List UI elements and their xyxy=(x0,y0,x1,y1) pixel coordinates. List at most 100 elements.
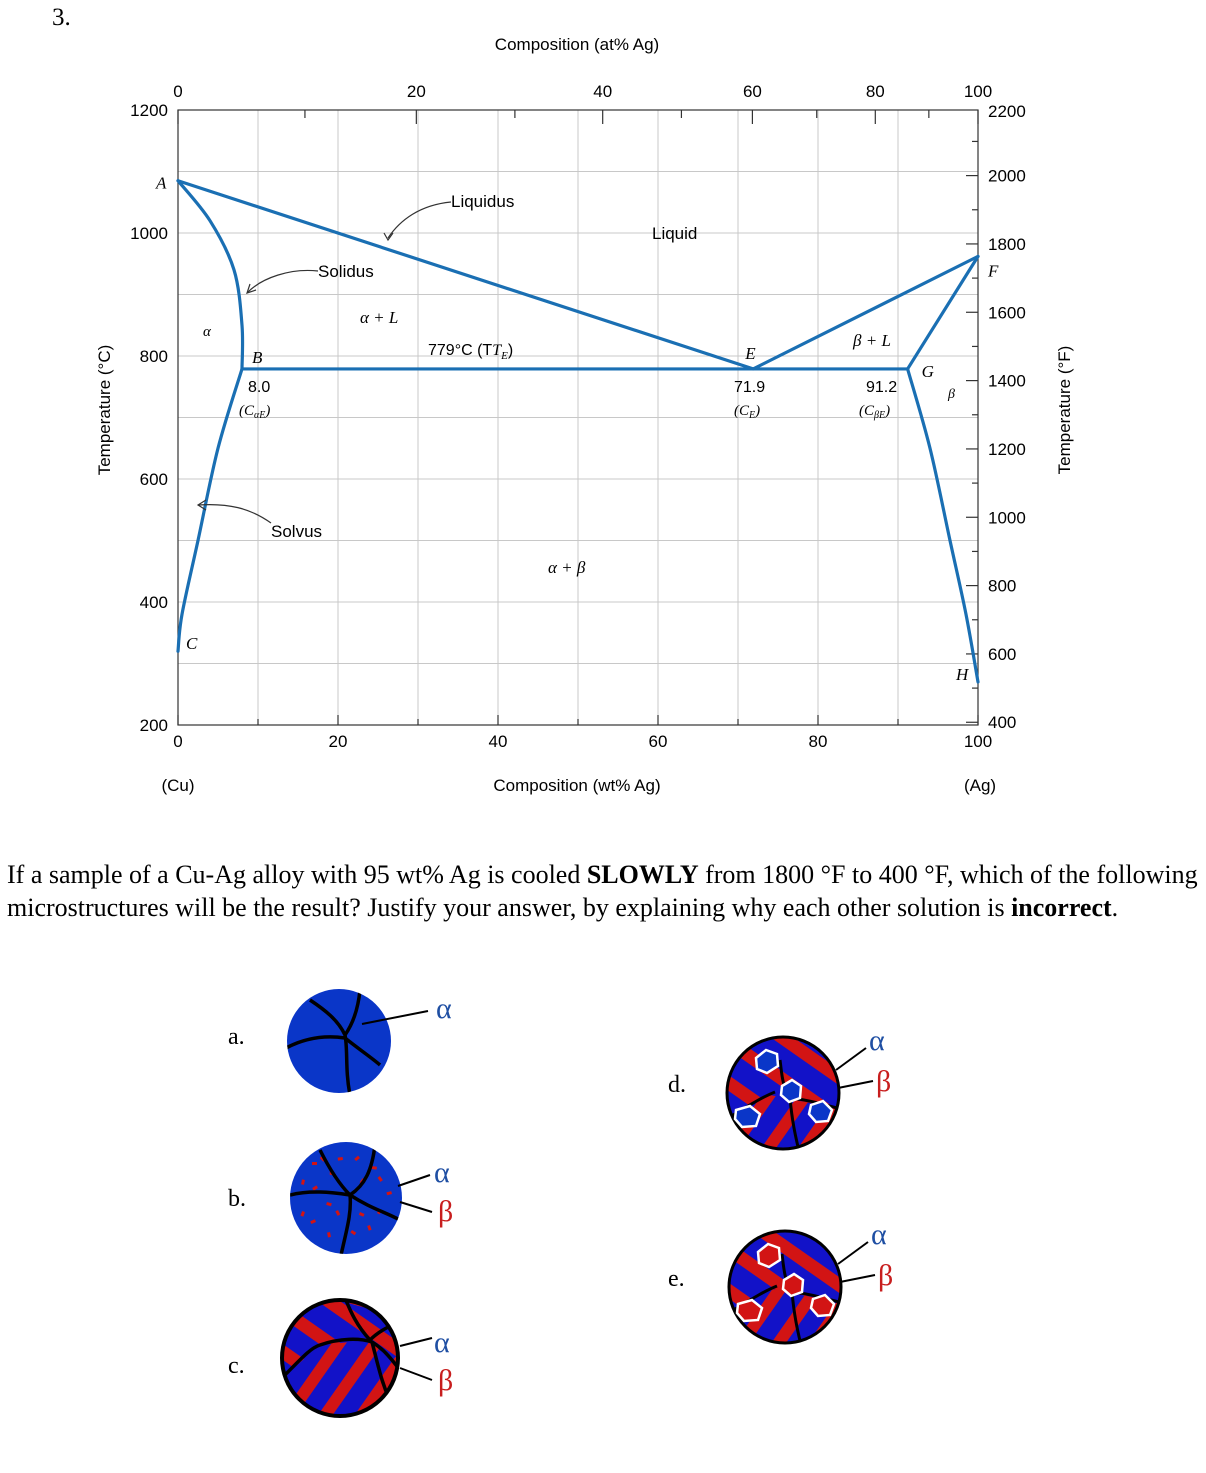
bottom-axis-label: Composition (wt% Ag) xyxy=(493,776,660,795)
right-tick-label: 2200 xyxy=(988,102,1026,121)
beta-precipitate xyxy=(335,1210,341,1216)
point-label-g: G xyxy=(922,362,934,381)
bottom-tick-label: 60 xyxy=(649,732,668,751)
microstructure-options: a. α b. α β c. xyxy=(228,989,893,1420)
eutectic-temp-label: 779°C (TTE) xyxy=(428,342,513,362)
phase-diagram: Composition (at% Ag) Composition (wt% Ag… xyxy=(95,35,1074,795)
left-tick-label: 400 xyxy=(140,593,168,612)
option-e-beta-label: β xyxy=(878,1259,893,1292)
option-a[interactable]: a. α xyxy=(228,989,452,1095)
axis-ticks xyxy=(177,110,979,725)
top-tick-label: 20 xyxy=(407,82,426,101)
left-tick-label: 600 xyxy=(140,470,168,489)
right-tick-label: 1800 xyxy=(988,235,1026,254)
option-c[interactable]: c. α β xyxy=(228,1298,453,1420)
option-d-letter: d. xyxy=(668,1072,686,1098)
beta-precipitate xyxy=(367,1225,372,1231)
phase-label-alpha-beta: α + β xyxy=(548,558,586,577)
right-tick-label: 600 xyxy=(988,645,1016,664)
emphasis-incorrect: incorrect xyxy=(1011,893,1112,922)
option-a-alpha-label: α xyxy=(436,992,452,1025)
right-tick-label: 800 xyxy=(988,577,1016,596)
solidus-right-line xyxy=(905,254,980,371)
solvus-left-curve xyxy=(176,367,244,653)
right-tick-label: 1600 xyxy=(988,303,1026,322)
option-d-alpha-grains xyxy=(733,1048,834,1129)
bottom-tick-label: 80 xyxy=(809,732,828,751)
top-tick-label: 40 xyxy=(593,82,612,101)
option-e[interactable]: e. α β xyxy=(668,1218,893,1349)
top-axis-label: Composition (at% Ag) xyxy=(495,35,659,54)
b-value: 8.0 xyxy=(248,379,270,396)
right-tick-label: 1000 xyxy=(988,508,1026,527)
grid-lines xyxy=(178,110,978,725)
beta-precipitate xyxy=(350,1230,357,1236)
beta-precipitate xyxy=(371,1166,377,1170)
beta-precipitate xyxy=(377,1176,383,1182)
option-b-letter: b. xyxy=(228,1186,246,1212)
right-tick-label: 1200 xyxy=(988,440,1026,459)
beta-precipitate xyxy=(327,1232,331,1238)
g-value: 91.2 xyxy=(866,379,897,396)
top-tick-label: 80 xyxy=(866,82,885,101)
top-tick-label: 0 xyxy=(173,82,182,101)
question-number: 3. xyxy=(52,4,71,31)
beta-precipitate xyxy=(354,1155,360,1162)
point-label-f: F xyxy=(987,261,999,280)
option-a-micrograph xyxy=(287,989,391,1093)
phase-label-beta: β xyxy=(947,387,955,402)
phase-label-beta-l: β + L xyxy=(852,331,891,350)
solvus-right-curve xyxy=(906,367,980,684)
top-tick-label: 60 xyxy=(743,82,762,101)
option-d[interactable]: d. α β xyxy=(668,1024,891,1155)
phase-label-liquid: Liquid xyxy=(652,224,697,243)
liquidus-label: Liquidus xyxy=(451,192,514,211)
beta-precipitate xyxy=(301,1179,305,1185)
beta-precipitate xyxy=(326,1202,332,1207)
top-tick-label: 100 xyxy=(964,82,992,101)
solidus-pointer xyxy=(247,269,319,293)
left-axis-label: Temperature (°C) xyxy=(95,345,114,476)
e-symbol: (CE) xyxy=(734,403,760,421)
option-e-beta-grains xyxy=(735,1242,836,1323)
phase-label-alpha-l: α + L xyxy=(360,308,398,327)
e-value: 71.9 xyxy=(734,379,765,396)
left-tick-label: 200 xyxy=(140,716,168,735)
option-b-micrograph xyxy=(290,1142,402,1254)
bottom-tick-label: 40 xyxy=(489,732,508,751)
beta-precipitate xyxy=(337,1157,343,1161)
option-b[interactable]: b. α β xyxy=(228,1142,453,1260)
solvus-pointer xyxy=(197,503,272,524)
beta-precipitate xyxy=(312,1162,317,1165)
option-e-alpha-label: α xyxy=(871,1218,887,1251)
solidus-label: Solidus xyxy=(318,262,374,281)
right-tick-label: 1400 xyxy=(988,372,1026,391)
option-b-alpha-label: α xyxy=(434,1156,450,1189)
solidus-left-curve xyxy=(176,179,245,371)
option-c-micrograph xyxy=(282,1300,398,1416)
option-d-alpha-label: α xyxy=(869,1024,885,1057)
beta-precipitate xyxy=(312,1185,319,1191)
beta-precipitate xyxy=(310,1219,316,1224)
phase-label-alpha: α xyxy=(203,324,212,340)
liquidus-pointer xyxy=(387,201,452,239)
point-label-h: H xyxy=(955,665,970,684)
solvus-label: Solvus xyxy=(271,522,322,541)
bottom-tick-label: 0 xyxy=(173,732,182,751)
point-label-e: E xyxy=(744,344,756,363)
option-c-alpha-label: α xyxy=(434,1326,450,1359)
option-c-beta-label: β xyxy=(438,1364,453,1397)
emphasis-slowly: SLOWLY xyxy=(586,860,699,889)
left-tick-label: 1000 xyxy=(130,224,168,243)
beta-precipitate xyxy=(300,1210,305,1217)
left-tick-label: 800 xyxy=(140,347,168,366)
right-axis-label: Temperature (°F) xyxy=(1055,346,1074,475)
left-tick-label: 1200 xyxy=(130,101,168,120)
option-a-letter: a. xyxy=(228,1024,245,1050)
liquidus-right-line xyxy=(751,254,980,371)
option-c-letter: c. xyxy=(228,1353,245,1379)
end-label-cu: (Cu) xyxy=(161,776,194,795)
right-tick-label: 400 xyxy=(988,713,1016,732)
point-label-b: B xyxy=(252,348,263,367)
option-d-beta-label: β xyxy=(876,1065,891,1098)
